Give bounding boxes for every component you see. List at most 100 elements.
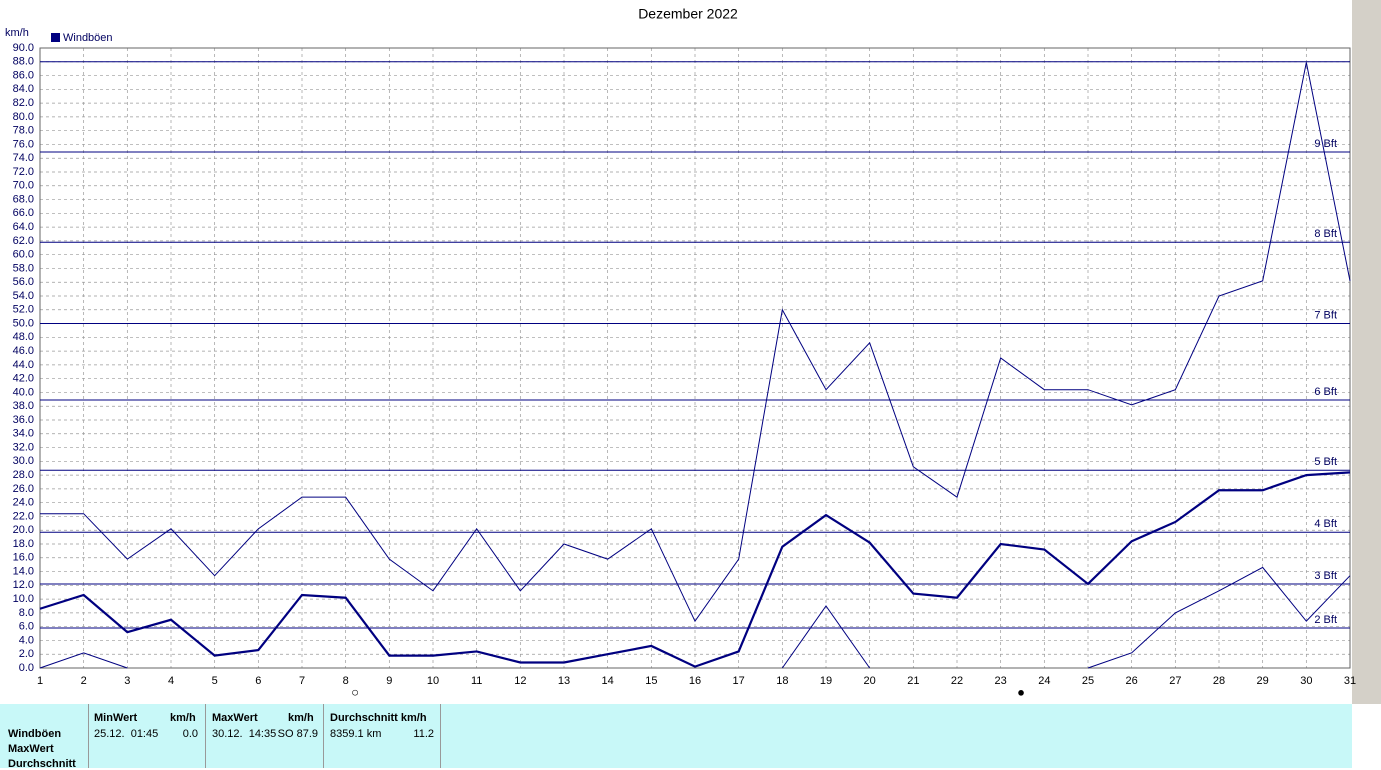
y-tick-label: 84.0 xyxy=(13,83,34,95)
header: MaxWert xyxy=(212,712,258,724)
x-tick-label: 8 xyxy=(343,675,349,687)
x-tick-label: 23 xyxy=(995,675,1007,687)
x-tick-label: 27 xyxy=(1169,675,1181,687)
chart: Dezember 2022 km/h Windböen 0.0 2.0 4.06.0… xyxy=(5,0,1381,704)
y-tick-label: 80.0 xyxy=(13,111,34,123)
y-tick-label: 10.0 xyxy=(13,593,34,605)
x-tick-label: 26 xyxy=(1126,675,1138,687)
header: Durchschnitt km/h xyxy=(330,712,427,724)
y-tick-label: 82.0 xyxy=(13,97,34,109)
series-line xyxy=(39,471,1351,668)
header: km/h xyxy=(170,712,196,724)
y-tick-label: 42.0 xyxy=(13,373,34,385)
reference-label: 6 Bft xyxy=(1314,386,1337,398)
x-tick-label: 24 xyxy=(1038,675,1050,687)
y-tick-label: 18.0 xyxy=(13,538,34,550)
y-tick-label: 6.0 xyxy=(19,621,34,633)
x-tick-label: 15 xyxy=(645,675,657,687)
header: km/h xyxy=(288,712,314,724)
reference-label: 7 Bft xyxy=(1314,309,1337,321)
x-tick-label: 19 xyxy=(820,675,832,687)
moon-full: ○ xyxy=(351,684,359,699)
x-tick-label: 14 xyxy=(602,675,614,687)
y-tick-label: 26.0 xyxy=(13,483,34,495)
y-tick-label: 46.0 xyxy=(13,345,34,357)
y-tick-label: 40.0 xyxy=(13,386,34,398)
x-tick-label: 1 xyxy=(37,675,43,687)
cell: SO 87.9 xyxy=(277,728,318,740)
row-label: Durchschnitt xyxy=(8,758,76,770)
cell: 25.12. 01:45 xyxy=(94,728,159,740)
x-tick-label: 20 xyxy=(864,675,876,687)
y-unit: km/h xyxy=(5,27,29,39)
y-tick-label: 90.0 xyxy=(13,42,34,54)
x-tick-label: 6 xyxy=(255,675,261,687)
y-tick-label: 20.0 xyxy=(13,524,34,536)
y-tick-label: 64.0 xyxy=(13,221,34,233)
plot: 0.0 2.0 4.06.0 8.0 10.0 12.0 14.016.0 18.0 20.0 2… xyxy=(13,42,1357,687)
x-tick-label: 31 xyxy=(1344,675,1356,687)
y-tick-label: 60.0 xyxy=(13,249,34,261)
y-tick-label: 52.0 xyxy=(13,304,34,316)
x-tick-label: 5 xyxy=(212,675,218,687)
legend-label: Windböen xyxy=(63,32,113,44)
y-tick-label: 86.0 xyxy=(13,69,34,81)
y-tick-label: 66.0 xyxy=(13,207,34,219)
x-tick-label: 7 xyxy=(299,675,305,687)
y-tick-label: 24.0 xyxy=(13,497,34,509)
y-tick-label: 56.0 xyxy=(13,276,34,288)
reference-label: 2 Bft xyxy=(1314,614,1337,626)
y-tick-label: 16.0 xyxy=(13,552,34,564)
y-tick-label: 88.0 xyxy=(13,56,34,68)
y-tick-label: 30.0 xyxy=(13,455,34,467)
x-tick-label: 17 xyxy=(733,675,745,687)
reference-label: 3 Bft xyxy=(1314,570,1337,582)
header: MinWert xyxy=(94,712,138,724)
x-tick-label: 25 xyxy=(1082,675,1094,687)
series-line xyxy=(39,566,1351,669)
cell: 8359.1 km xyxy=(330,728,382,740)
x-tick-label: 3 xyxy=(124,675,130,687)
y-tick-label: 2.0 xyxy=(19,648,34,660)
chart-title: Dezember 2022 xyxy=(638,6,738,22)
y-tick-label: 58.0 xyxy=(13,262,34,274)
y-tick-label: 38.0 xyxy=(13,400,34,412)
cell: 11.2 xyxy=(413,728,434,740)
window-border xyxy=(1352,0,1381,704)
y-tick-label: 48.0 xyxy=(13,331,34,343)
legend-swatch xyxy=(51,33,60,42)
y-tick-label: 14.0 xyxy=(13,565,34,577)
y-tick-label: 78.0 xyxy=(13,125,34,137)
y-tick-label: 22.0 xyxy=(13,510,34,522)
y-tick-label: 76.0 xyxy=(13,138,34,150)
x-tick-label: 4 xyxy=(168,675,174,687)
x-tick-label: 9 xyxy=(386,675,392,687)
row-label: MaxWert xyxy=(8,743,54,755)
x-tick-label: 11 xyxy=(471,675,482,687)
row-label: Windböen xyxy=(8,728,62,740)
x-tick-label: 22 xyxy=(951,675,963,687)
cell: 0.0 xyxy=(182,728,198,740)
y-tick-label: 72.0 xyxy=(13,166,34,178)
x-tick-label: 30 xyxy=(1300,675,1312,687)
y-tick-label: 0.0 xyxy=(19,662,34,674)
x-tick-label: 18 xyxy=(776,675,788,687)
plot-frame xyxy=(39,47,1351,669)
y-tick-label: 68.0 xyxy=(13,193,34,205)
x-tick-label: 29 xyxy=(1257,675,1269,687)
x-tick-label: 28 xyxy=(1213,675,1225,687)
y-tick-label: 74.0 xyxy=(13,152,34,164)
y-tick-label: 62.0 xyxy=(13,235,34,247)
y-tick-label: 50.0 xyxy=(13,317,34,329)
y-tick-label: 8.0 xyxy=(19,607,34,619)
x-tick-label: 21 xyxy=(907,675,919,687)
summary-table: Windböen MaxWert Durchschnitt MinWert km… xyxy=(0,704,1352,770)
x-tick-label: 10 xyxy=(427,675,439,687)
y-tick-label: 36.0 xyxy=(13,414,34,426)
x-tick-label: 12 xyxy=(514,675,526,687)
y-tick-label: 34.0 xyxy=(13,428,34,440)
x-tick-label: 13 xyxy=(558,675,570,687)
y-tick-label: 54.0 xyxy=(13,290,34,302)
y-tick-label: 28.0 xyxy=(13,469,34,481)
